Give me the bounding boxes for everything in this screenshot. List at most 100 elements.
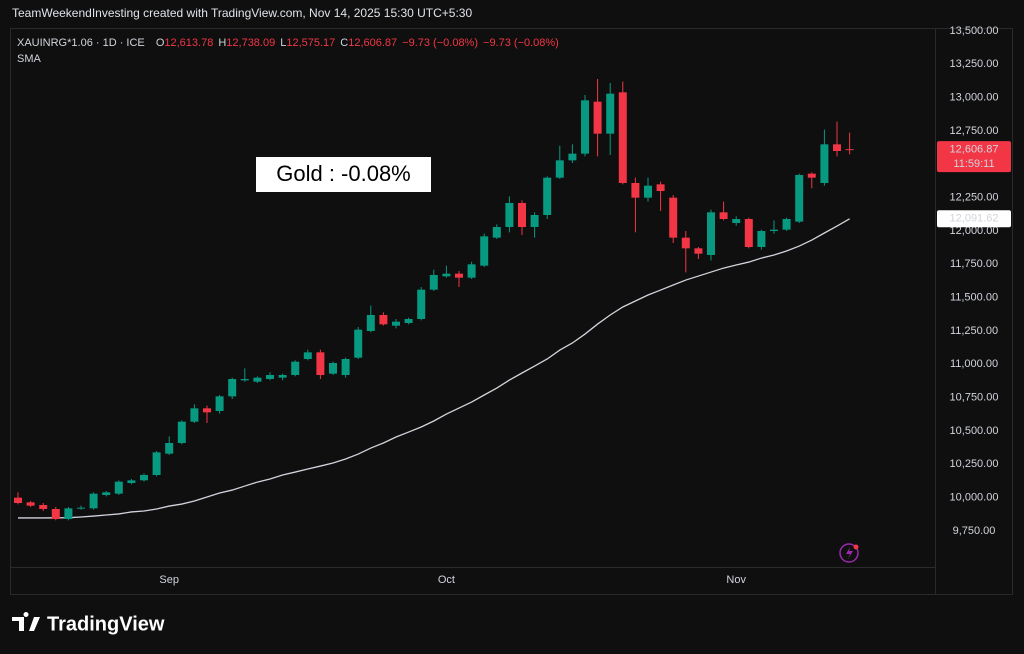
candle-body bbox=[379, 315, 388, 325]
candle-body bbox=[316, 352, 325, 375]
candle-body bbox=[266, 375, 274, 379]
candle-body bbox=[114, 481, 123, 494]
price-label-box bbox=[937, 141, 1011, 173]
candle-body bbox=[51, 509, 60, 519]
logo-mark bbox=[12, 611, 40, 631]
candle-body bbox=[631, 183, 640, 198]
y-tick-label: 11,000.00 bbox=[950, 358, 998, 370]
candle-body bbox=[555, 160, 564, 178]
candle-body bbox=[291, 361, 300, 375]
candle-body bbox=[505, 203, 514, 227]
candle-body bbox=[392, 321, 400, 326]
candle-body bbox=[14, 497, 22, 503]
price-label-box bbox=[937, 210, 1011, 228]
legend-change: −9.73 (−0.08%) bbox=[402, 37, 478, 49]
candle-body bbox=[644, 185, 652, 198]
candle-body bbox=[581, 100, 589, 154]
legend-value: 12,575.17 bbox=[286, 37, 335, 49]
y-tick-label: 12,250.00 bbox=[950, 192, 999, 204]
candle-body bbox=[215, 396, 224, 411]
price-label: 12,091.62 bbox=[950, 213, 999, 225]
x-tick-label: Oct bbox=[438, 574, 455, 586]
candle-body bbox=[593, 101, 602, 134]
y-tick-label: 10,500.00 bbox=[950, 425, 999, 437]
candle-body bbox=[303, 352, 312, 359]
legend-key: C bbox=[340, 37, 348, 49]
candle-body bbox=[820, 144, 829, 183]
candle-body bbox=[770, 229, 778, 231]
candle-body bbox=[354, 329, 363, 358]
candle-body bbox=[140, 475, 148, 481]
candle-body bbox=[127, 480, 136, 483]
candle-body bbox=[694, 248, 703, 254]
legend: XAUINRG*1.06 · 1D · ICE O12,613.78 H12,73… bbox=[17, 37, 559, 49]
candle-body bbox=[152, 452, 161, 475]
alert-icon[interactable] bbox=[839, 543, 859, 563]
candle-body bbox=[782, 219, 791, 230]
y-tick-label: 11,500.00 bbox=[950, 292, 998, 304]
candle-body bbox=[102, 492, 111, 495]
annotation-box bbox=[256, 157, 431, 192]
annotation: Gold : -0.08% bbox=[276, 161, 411, 186]
symbol: XAUINRG*1.06 · 1D · ICE bbox=[17, 37, 145, 49]
candle-body bbox=[89, 493, 98, 509]
y-tick-label: 11,250.00 bbox=[950, 325, 998, 337]
candle-body bbox=[341, 359, 350, 375]
y-tick-label: 10,000.00 bbox=[950, 492, 999, 504]
candle-body bbox=[719, 212, 728, 219]
y-tick-label: 12,750.00 bbox=[950, 125, 999, 137]
candle-body bbox=[240, 379, 249, 381]
legend-key: L bbox=[280, 37, 286, 49]
y-tick-label: 13,000.00 bbox=[950, 92, 999, 104]
credit-line: TeamWeekendInvesting created with Tradin… bbox=[12, 6, 472, 20]
candle-body bbox=[404, 319, 413, 323]
candle-body bbox=[833, 144, 841, 151]
legend-key: O bbox=[156, 37, 165, 49]
price-countdown: 11:59:11 bbox=[953, 158, 994, 170]
legend-value: 12,738.09 bbox=[226, 37, 275, 49]
candle-body bbox=[681, 237, 690, 249]
overlay-label: SMA bbox=[17, 53, 42, 65]
y-tick-label: 13,500.00 bbox=[950, 25, 999, 37]
candle-body bbox=[732, 219, 741, 223]
legend-value: 12,613.78 bbox=[164, 37, 213, 49]
candle-body bbox=[845, 149, 854, 151]
y-tick-label: 13,250.00 bbox=[950, 58, 999, 70]
candle-body bbox=[543, 177, 552, 215]
candle-body bbox=[455, 273, 463, 278]
y-tick-label: 9,750.00 bbox=[953, 525, 996, 537]
candle-body bbox=[228, 379, 237, 397]
legend-key: H bbox=[218, 37, 226, 49]
candle-body bbox=[807, 173, 816, 178]
candle-body bbox=[467, 264, 476, 278]
candle-body bbox=[568, 153, 577, 161]
candle-body bbox=[618, 92, 627, 183]
alert-bolt bbox=[846, 547, 853, 559]
candle-body bbox=[417, 289, 426, 319]
candle-body bbox=[190, 408, 199, 422]
candle-body bbox=[39, 505, 48, 509]
candle-body bbox=[64, 508, 73, 519]
candle-body bbox=[329, 363, 337, 374]
logo-text: TradingView bbox=[47, 613, 165, 635]
alert-dot bbox=[853, 544, 859, 550]
x-tick-label: Nov bbox=[726, 574, 746, 586]
candle-body bbox=[757, 231, 766, 247]
candle-body bbox=[795, 175, 804, 222]
candle-body bbox=[203, 408, 211, 413]
candle-body bbox=[656, 184, 665, 191]
price-label: 12,606.87 bbox=[950, 143, 999, 155]
candle-body bbox=[442, 273, 451, 277]
x-tick-label: Sep bbox=[159, 574, 179, 586]
candle-body bbox=[480, 236, 489, 266]
candle-body bbox=[366, 315, 375, 331]
candle-body bbox=[253, 377, 262, 382]
chart-frame bbox=[10, 28, 1013, 595]
y-tick-label: 11,750.00 bbox=[950, 258, 998, 270]
legend-value: 12,606.87 bbox=[348, 37, 397, 49]
candle-body bbox=[530, 215, 539, 227]
candle-body bbox=[26, 502, 35, 506]
